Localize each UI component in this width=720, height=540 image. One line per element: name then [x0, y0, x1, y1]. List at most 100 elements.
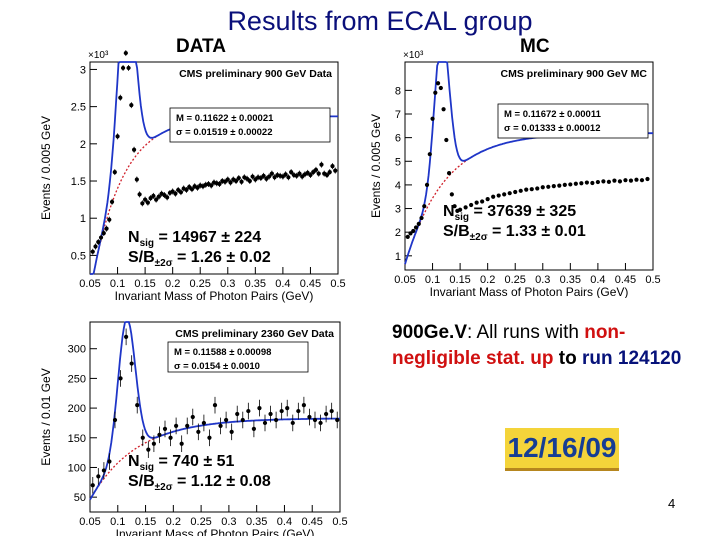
data-point: [267, 174, 272, 179]
page-number: 4: [668, 496, 676, 511]
plot-frame: [404, 61, 654, 271]
data-point: [120, 65, 126, 71]
data-point: [413, 225, 419, 230]
data-point: [190, 414, 195, 420]
y-tick-label: 100: [68, 462, 86, 474]
x-tick-label: 0.05: [79, 516, 100, 528]
data-point: [90, 249, 95, 254]
mc-label: MC: [520, 36, 550, 57]
data-point: [201, 420, 206, 426]
data-point: [435, 81, 441, 86]
nsig-label: Nsig = 37639 ± 325: [443, 203, 576, 223]
data-point: [173, 191, 178, 196]
data-point: [107, 217, 112, 222]
data-point: [124, 334, 129, 339]
data-point: [96, 474, 101, 479]
cms-banner: CMS preliminary 900 GeV Data: [179, 68, 332, 80]
fit-param: σ = 0.0154 ± 0.0010: [174, 361, 260, 372]
data-point: [416, 221, 421, 227]
x-tick-label: 0.25: [505, 274, 526, 286]
data-point: [129, 103, 134, 108]
data-point: [112, 169, 117, 175]
date-text: 12/16/09: [507, 432, 617, 463]
data-point: [274, 417, 279, 423]
sb-label: S/B±2σ = 1.26 ± 0.02: [128, 249, 271, 269]
x-tick-label: 0.05: [394, 274, 415, 286]
data-point: [236, 175, 241, 181]
y-tick-label: 150: [68, 433, 86, 445]
x-tick-label: 0.2: [480, 274, 495, 286]
data-point: [307, 414, 312, 420]
x-tick-label: 0.25: [190, 278, 211, 290]
y-tick-label: 6: [395, 133, 401, 145]
fit-param: σ = 0.01333 ± 0.00012: [504, 123, 601, 134]
y-tick-label: 300: [68, 344, 86, 356]
x-tick-label: 0.5: [645, 274, 660, 286]
data-point: [250, 174, 255, 179]
data-point: [313, 167, 319, 172]
data-point: [551, 183, 556, 189]
y-axis-label: Events / 0.005 GeV: [369, 114, 383, 218]
x-tick-label: 0.4: [275, 278, 290, 290]
data-point: [285, 405, 290, 411]
data-point: [595, 179, 600, 185]
data-point: [535, 186, 540, 191]
x-axis-label: Invariant Mass of Photon Pairs (GeV): [115, 289, 314, 303]
x-tick-label: 0.3: [220, 278, 235, 290]
y-tick-label: 8: [395, 85, 401, 97]
data-point: [634, 177, 639, 182]
plot-frame: [89, 61, 339, 275]
data-point: [228, 180, 233, 185]
y-tick-label: 4: [395, 180, 401, 192]
y-tick-label: 2.5: [71, 102, 86, 114]
sb-label: S/B±2σ = 1.12 ± 0.08: [128, 473, 271, 493]
data-point: [617, 179, 623, 184]
data-point: [225, 177, 230, 182]
plot-data-900: 0.5 1 1.5 2 2.5 3 0.05 0.1 0.15 0.2 0.25 0.3 0.35 0.4…: [39, 50, 346, 303]
data-point: [151, 441, 156, 446]
data-point: [146, 447, 151, 452]
y-tick-label: 7: [395, 109, 401, 121]
plot-data-2360: 50 100 150 200 250 300 0.05 0.1 0.15 0.2 0.25 0.3 0.…: [39, 321, 348, 536]
data-point: [156, 194, 161, 199]
fit-box: [497, 103, 649, 139]
data-point: [502, 192, 507, 197]
fit-param: M = 0.11588 ± 0.00098: [174, 347, 271, 358]
data-point: [135, 403, 140, 408]
x-tick-label: 0.5: [330, 278, 345, 290]
y-tick-label: 50: [74, 492, 86, 504]
data-point: [101, 468, 106, 473]
note-run: run 124120: [582, 348, 682, 369]
data-point: [584, 180, 589, 185]
data-point: [251, 426, 256, 431]
data-point: [262, 420, 268, 426]
x-tick-label: 0.1: [425, 274, 440, 286]
data-point: [433, 90, 438, 95]
data-point: [427, 152, 432, 157]
data-point: [118, 95, 123, 100]
note-text2: to: [553, 348, 583, 369]
data-point: [485, 196, 490, 202]
data-point: [296, 408, 301, 414]
data-point: [308, 172, 313, 178]
data-point: [557, 183, 562, 188]
data-point: [329, 408, 334, 414]
data-point: [424, 182, 430, 188]
data-point: [257, 405, 262, 411]
y-tick-label: 1.5: [71, 176, 86, 188]
data-point: [137, 192, 142, 197]
data-point: [140, 201, 145, 206]
panel-data-2360: 50 100 150 200 250 300 0.05 0.1 0.15 0.2 0.25 0.3 0.…: [38, 308, 348, 536]
data-point: [419, 215, 424, 221]
data-point: [189, 187, 195, 192]
x-tick-label: 0.35: [246, 516, 267, 528]
y-axis-label: Events / 0.005 GeV: [39, 116, 53, 220]
sb-label: S/B±2σ = 1.33 ± 0.01: [443, 223, 586, 243]
data-point: [115, 134, 120, 139]
cms-banner: CMS preliminary 900 GeV MC: [501, 68, 648, 80]
data-point: [178, 190, 184, 195]
data-point: [579, 181, 584, 186]
data-point: [107, 459, 112, 464]
data-point: [131, 147, 137, 152]
data-point: [101, 230, 106, 236]
